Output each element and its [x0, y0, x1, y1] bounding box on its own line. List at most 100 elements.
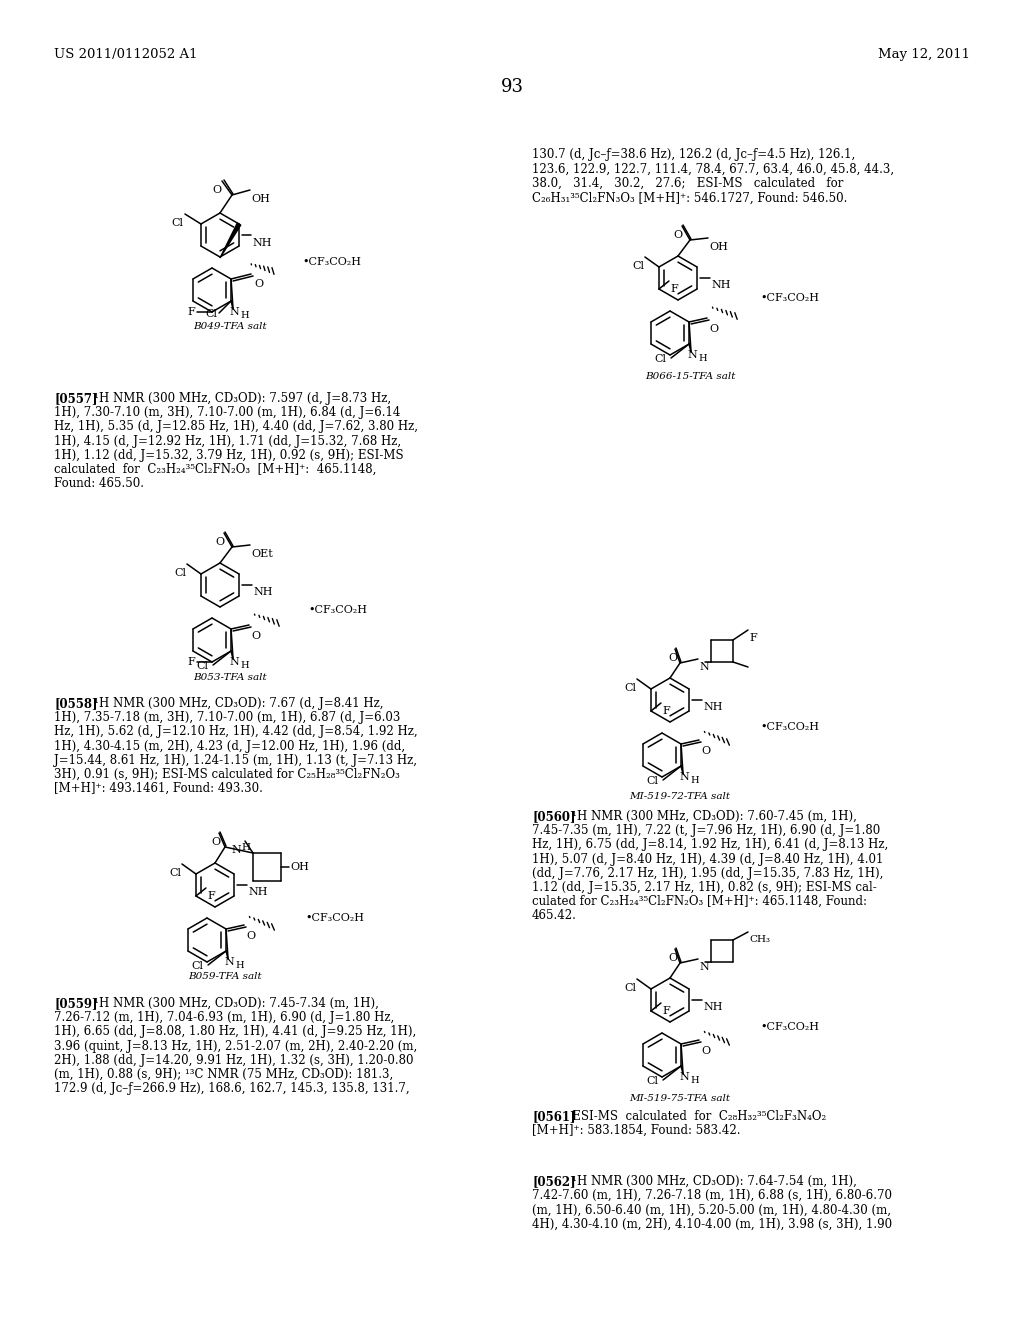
Text: N: N	[229, 657, 239, 667]
Text: F: F	[207, 891, 215, 902]
Text: B059-TFA salt: B059-TFA salt	[188, 972, 262, 981]
Text: OH: OH	[290, 862, 309, 873]
Text: O: O	[701, 746, 711, 756]
Text: 1H), 4.15 (d, J=12.92 Hz, 1H), 1.71 (dd, J=15.32, 7.68 Hz,: 1H), 4.15 (d, J=12.92 Hz, 1H), 1.71 (dd,…	[54, 434, 401, 447]
Text: 3.96 (quint, J=8.13 Hz, 1H), 2.51-2.07 (m, 2H), 2.40-2.20 (m,: 3.96 (quint, J=8.13 Hz, 1H), 2.51-2.07 (…	[54, 1040, 417, 1052]
Text: Cl: Cl	[624, 682, 636, 693]
Text: Cl: Cl	[646, 776, 658, 785]
Text: •CF₃CO₂H: •CF₃CO₂H	[760, 1022, 819, 1032]
Text: N: N	[699, 663, 709, 672]
Text: O: O	[668, 653, 677, 663]
Text: Hz, 1H), 5.35 (d, J=12.85 Hz, 1H), 4.40 (dd, J=7.62, 3.80 Hz,: Hz, 1H), 5.35 (d, J=12.85 Hz, 1H), 4.40 …	[54, 420, 418, 433]
Text: Cl: Cl	[205, 309, 217, 319]
Text: Cl: Cl	[632, 261, 644, 271]
Text: culated for C₂₃H₂₄³⁵Cl₂FN₂O₃ [M+H]⁺: 465.1148, Found:: culated for C₂₃H₂₄³⁵Cl₂FN₂O₃ [M+H]⁺: 465…	[532, 895, 867, 908]
Text: 38.0,   31.4,   30.2,   27.6;   ESI-MS   calculated   for: 38.0, 31.4, 30.2, 27.6; ESI-MS calculate…	[532, 177, 844, 190]
Text: (m, 1H), 0.88 (s, 9H); ¹³C NMR (75 MHz, CD₃OD): 181.3,: (m, 1H), 0.88 (s, 9H); ¹³C NMR (75 MHz, …	[54, 1068, 393, 1081]
Text: 1H), 6.65 (dd, J=8.08, 1.80 Hz, 1H), 4.41 (d, J=9.25 Hz, 1H),: 1H), 6.65 (dd, J=8.08, 1.80 Hz, 1H), 4.4…	[54, 1026, 416, 1039]
Text: B049-TFA salt: B049-TFA salt	[194, 322, 267, 331]
Text: NH: NH	[252, 238, 271, 248]
Text: H: H	[236, 961, 244, 970]
Text: 1H), 7.30-7.10 (m, 3H), 7.10-7.00 (m, 1H), 6.84 (d, J=6.14: 1H), 7.30-7.10 (m, 3H), 7.10-7.00 (m, 1H…	[54, 407, 400, 420]
Text: [0557]: [0557]	[54, 392, 97, 405]
Text: [M+H]⁺: 493.1461, Found: 493.30.: [M+H]⁺: 493.1461, Found: 493.30.	[54, 783, 263, 795]
Text: •CF₃CO₂H: •CF₃CO₂H	[308, 605, 367, 615]
Text: Cl: Cl	[191, 961, 203, 972]
Text: F: F	[749, 634, 757, 643]
Text: Cl: Cl	[654, 354, 666, 364]
Text: O: O	[701, 1045, 711, 1056]
Text: ¹H NMR (300 MHz, CD₃OD): 7.67 (d, J=8.41 Hz,: ¹H NMR (300 MHz, CD₃OD): 7.67 (d, J=8.41…	[83, 697, 384, 710]
Text: (dd, J=7.76, 2.17 Hz, 1H), 1.95 (dd, J=15.35, 7.83 Hz, 1H),: (dd, J=7.76, 2.17 Hz, 1H), 1.95 (dd, J=1…	[532, 867, 884, 880]
Text: O: O	[673, 230, 682, 240]
Text: F: F	[662, 706, 670, 715]
Polygon shape	[220, 223, 241, 257]
Text: F: F	[670, 284, 678, 294]
Text: ¹H NMR (300 MHz, CD₃OD): 7.60-7.45 (m, 1H),: ¹H NMR (300 MHz, CD₃OD): 7.60-7.45 (m, 1…	[561, 810, 857, 822]
Text: NH: NH	[253, 587, 272, 597]
Text: 123.6, 122.9, 122.7, 111.4, 78.4, 67.7, 63.4, 46.0, 45.8, 44.3,: 123.6, 122.9, 122.7, 111.4, 78.4, 67.7, …	[532, 162, 894, 176]
Text: C₂₆H₃₁³⁵Cl₂FN₃O₃ [M+H]⁺: 546.1727, Found: 546.50.: C₂₆H₃₁³⁵Cl₂FN₃O₃ [M+H]⁺: 546.1727, Found…	[532, 191, 848, 205]
Text: F: F	[187, 308, 195, 317]
Text: NH: NH	[711, 280, 730, 290]
Text: US 2011/0112052 A1: US 2011/0112052 A1	[54, 48, 198, 61]
Text: OEt: OEt	[251, 549, 272, 558]
Text: 465.42.: 465.42.	[532, 909, 577, 923]
Text: 172.9 (d, Jᴄ–ƒ=266.9 Hz), 168.6, 162.7, 145.3, 135.8, 131.7,: 172.9 (d, Jᴄ–ƒ=266.9 Hz), 168.6, 162.7, …	[54, 1082, 410, 1096]
Text: •CF₃CO₂H: •CF₃CO₂H	[302, 257, 361, 267]
Text: N: N	[679, 772, 689, 781]
Text: H: H	[240, 661, 249, 671]
Text: O: O	[709, 323, 718, 334]
Text: N: N	[231, 845, 241, 855]
Text: •CF₃CO₂H: •CF₃CO₂H	[305, 913, 364, 923]
Text: 7.42-7.60 (m, 1H), 7.26-7.18 (m, 1H), 6.88 (s, 1H), 6.80-6.70: 7.42-7.60 (m, 1H), 7.26-7.18 (m, 1H), 6.…	[532, 1189, 892, 1203]
Text: O: O	[668, 953, 677, 964]
Text: NH: NH	[248, 887, 267, 898]
Text: [M+H]⁺: 583.1854, Found: 583.42.: [M+H]⁺: 583.1854, Found: 583.42.	[532, 1125, 740, 1138]
Text: OH: OH	[251, 194, 270, 205]
Text: 7.45-7.35 (m, 1H), 7.22 (t, J=7.96 Hz, 1H), 6.90 (d, J=1.80: 7.45-7.35 (m, 1H), 7.22 (t, J=7.96 Hz, 1…	[532, 824, 881, 837]
Text: 1H), 4.30-4.15 (m, 2H), 4.23 (d, J=12.00 Hz, 1H), 1.96 (dd,: 1H), 4.30-4.15 (m, 2H), 4.23 (d, J=12.00…	[54, 739, 406, 752]
Text: B053-TFA salt: B053-TFA salt	[194, 673, 267, 682]
Text: J=15.44, 8.61 Hz, 1H), 1.24-1.15 (m, 1H), 1.13 (t, J=7.13 Hz,: J=15.44, 8.61 Hz, 1H), 1.24-1.15 (m, 1H)…	[54, 754, 417, 767]
Text: Found: 465.50.: Found: 465.50.	[54, 478, 144, 490]
Text: ¹H NMR (300 MHz, CD₃OD): 7.64-7.54 (m, 1H),: ¹H NMR (300 MHz, CD₃OD): 7.64-7.54 (m, 1…	[561, 1175, 857, 1188]
Text: •CF₃CO₂H: •CF₃CO₂H	[760, 293, 819, 304]
Text: May 12, 2011: May 12, 2011	[878, 48, 970, 61]
Text: 1H), 5.07 (d, J=8.40 Hz, 1H), 4.39 (d, J=8.40 Hz, 1H), 4.01: 1H), 5.07 (d, J=8.40 Hz, 1H), 4.39 (d, J…	[532, 853, 884, 866]
Text: Cl: Cl	[646, 1076, 658, 1086]
Text: 2H), 1.88 (dd, J=14.20, 9.91 Hz, 1H), 1.32 (s, 3H), 1.20-0.80: 2H), 1.88 (dd, J=14.20, 9.91 Hz, 1H), 1.…	[54, 1053, 414, 1067]
Text: H: H	[241, 843, 250, 851]
Text: N: N	[679, 1072, 689, 1082]
Text: O: O	[246, 931, 255, 941]
Text: NH: NH	[703, 1002, 723, 1012]
Text: 93: 93	[501, 78, 523, 96]
Text: [0560]: [0560]	[532, 810, 575, 822]
Text: MI-519-75-TFA salt: MI-519-75-TFA salt	[630, 1094, 730, 1104]
Text: [0558]: [0558]	[54, 697, 97, 710]
Text: F: F	[662, 1006, 670, 1016]
Text: 4H), 4.30-4.10 (m, 2H), 4.10-4.00 (m, 1H), 3.98 (s, 3H), 1.90: 4H), 4.30-4.10 (m, 2H), 4.10-4.00 (m, 1H…	[532, 1217, 892, 1230]
Text: •CF₃CO₂H: •CF₃CO₂H	[760, 722, 819, 733]
Text: Cl: Cl	[196, 661, 208, 671]
Text: Cl: Cl	[624, 983, 636, 993]
Text: B066-15-TFA salt: B066-15-TFA salt	[645, 372, 735, 381]
Text: ESI-MS  calculated  for  C₂₈H₃₂³⁵Cl₂F₃N₄O₂: ESI-MS calculated for C₂₈H₃₂³⁵Cl₂F₃N₄O₂	[561, 1110, 826, 1123]
Text: H: H	[698, 354, 707, 363]
Text: O: O	[215, 537, 224, 546]
Text: O: O	[254, 279, 263, 289]
Text: 7.26-7.12 (m, 1H), 7.04-6.93 (m, 1H), 6.90 (d, J=1.80 Hz,: 7.26-7.12 (m, 1H), 7.04-6.93 (m, 1H), 6.…	[54, 1011, 394, 1024]
Text: O: O	[251, 631, 260, 642]
Text: N: N	[699, 962, 709, 972]
Text: 130.7 (d, Jᴄ–ƒ=38.6 Hz), 126.2 (d, Jᴄ–ƒ=4.5 Hz), 126.1,: 130.7 (d, Jᴄ–ƒ=38.6 Hz), 126.2 (d, Jᴄ–ƒ=…	[532, 148, 855, 161]
Text: 1H), 1.12 (dd, J=15.32, 3.79 Hz, 1H), 0.92 (s, 9H); ESI-MS: 1H), 1.12 (dd, J=15.32, 3.79 Hz, 1H), 0.…	[54, 449, 403, 462]
Text: calculated  for  C₂₃H₂₄³⁵Cl₂FN₂O₃  [M+H]⁺:  465.1148,: calculated for C₂₃H₂₄³⁵Cl₂FN₂O₃ [M+H]⁺: …	[54, 463, 377, 477]
Text: [0561]: [0561]	[532, 1110, 575, 1123]
Text: [0562]: [0562]	[532, 1175, 575, 1188]
Text: N: N	[687, 350, 696, 360]
Text: (m, 1H), 6.50-6.40 (m, 1H), 5.20-5.00 (m, 1H), 4.80-4.30 (m,: (m, 1H), 6.50-6.40 (m, 1H), 5.20-5.00 (m…	[532, 1204, 891, 1217]
Text: ¹H NMR (300 MHz, CD₃OD): 7.597 (d, J=8.73 Hz,: ¹H NMR (300 MHz, CD₃OD): 7.597 (d, J=8.7…	[83, 392, 391, 405]
Text: 1.12 (dd, J=15.35, 2.17 Hz, 1H), 0.82 (s, 9H); ESI-MS cal-: 1.12 (dd, J=15.35, 2.17 Hz, 1H), 0.82 (s…	[532, 880, 877, 894]
Text: Hz, 1H), 5.62 (d, J=12.10 Hz, 1H), 4.42 (dd, J=8.54, 1.92 Hz,: Hz, 1H), 5.62 (d, J=12.10 Hz, 1H), 4.42 …	[54, 726, 418, 738]
Text: OH: OH	[709, 242, 728, 252]
